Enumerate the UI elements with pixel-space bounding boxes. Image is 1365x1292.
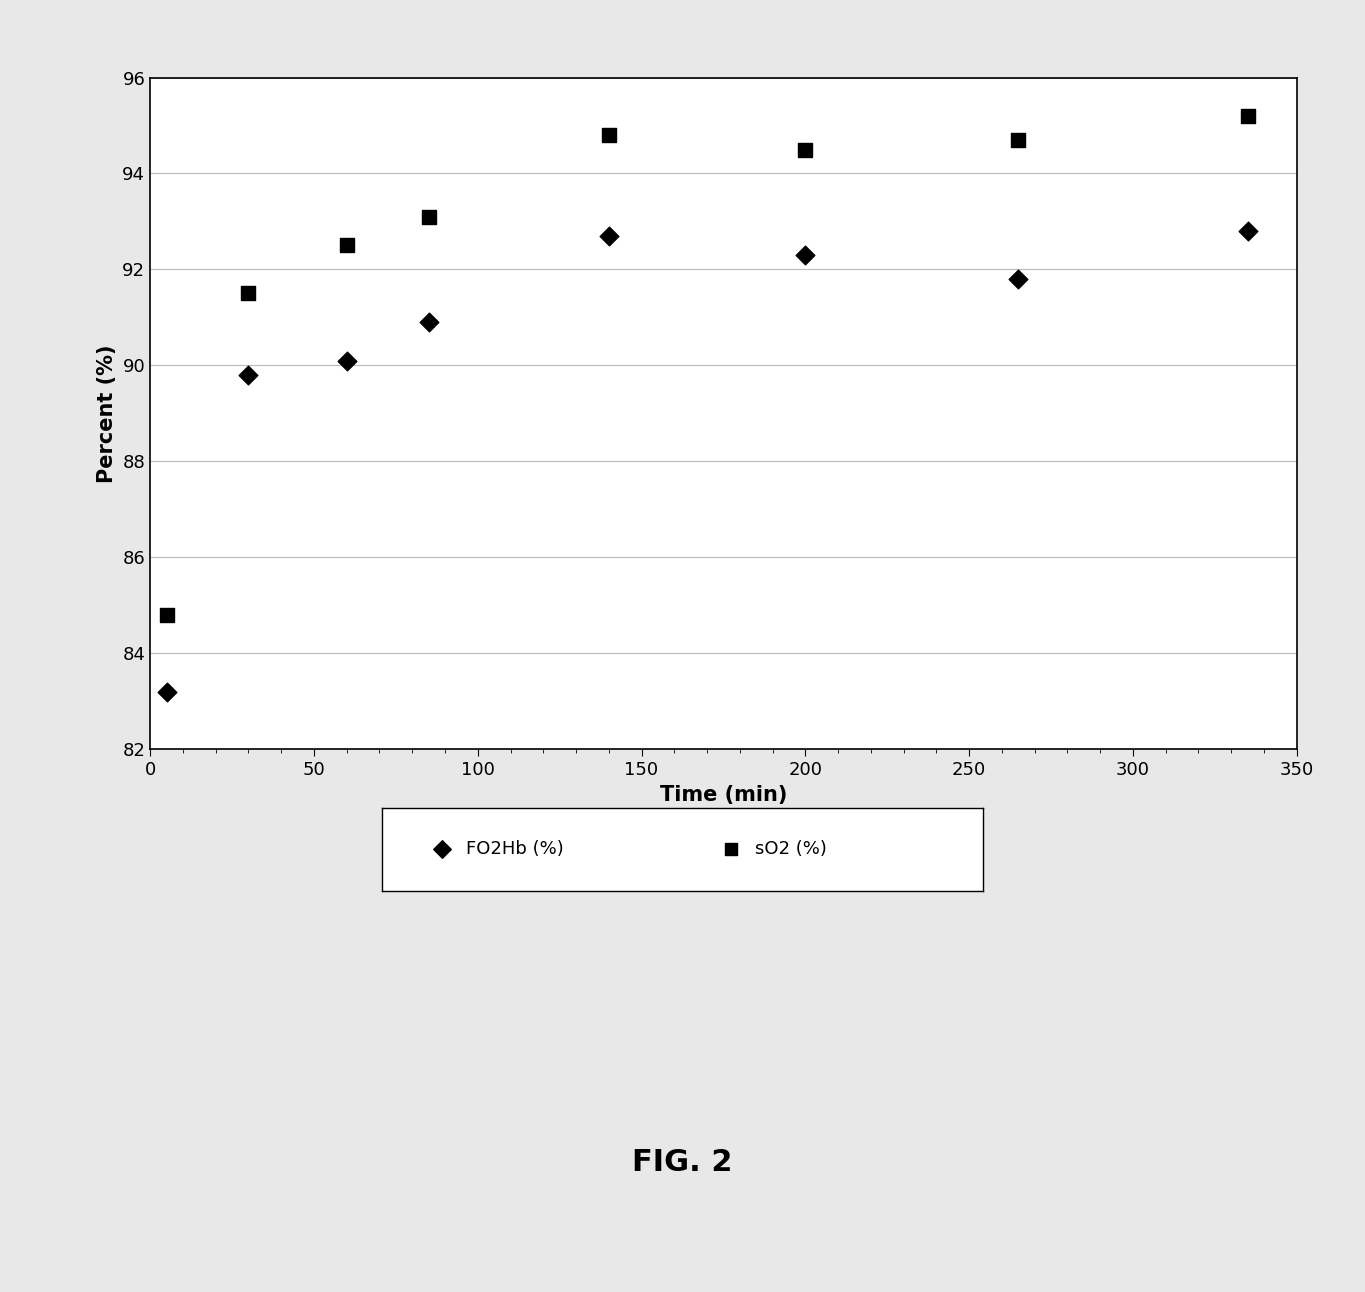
Text: sO2 (%): sO2 (%) [755,841,826,858]
Point [1237,221,1259,242]
Point [1237,106,1259,127]
X-axis label: Time (min): Time (min) [659,784,788,805]
Point [431,840,453,860]
Y-axis label: Percent (%): Percent (%) [97,344,117,483]
Point [156,605,177,625]
Point [418,311,440,332]
Point [238,283,259,304]
Text: FO2Hb (%): FO2Hb (%) [467,841,564,858]
Point [156,681,177,702]
Point [794,244,816,265]
Point [794,140,816,160]
Point [1007,129,1029,150]
Point [336,350,358,371]
Point [238,364,259,385]
Point [1007,269,1029,289]
Point [418,207,440,227]
Point [598,226,620,247]
Text: FIG. 2: FIG. 2 [632,1149,733,1177]
Point [598,125,620,146]
Point [719,840,741,860]
Point [336,235,358,256]
